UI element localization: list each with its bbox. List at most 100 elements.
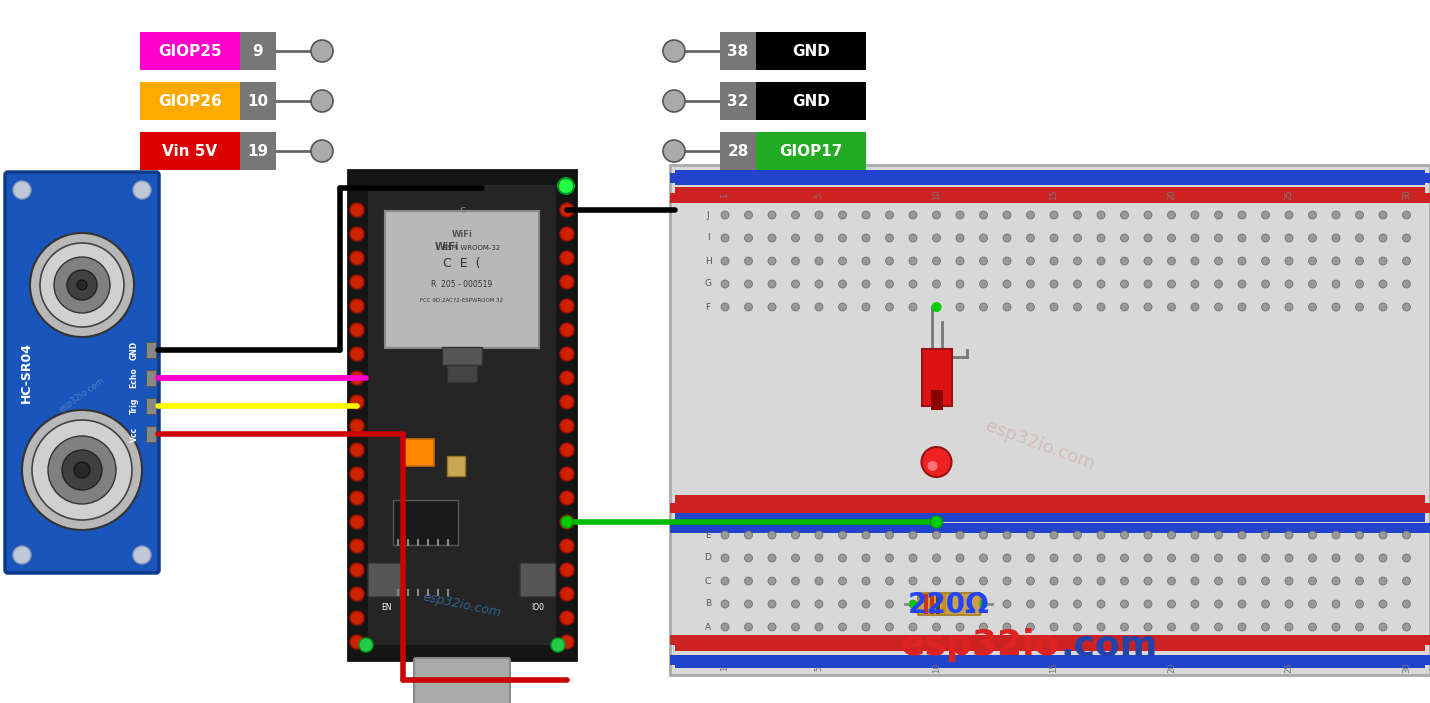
Circle shape — [1286, 257, 1293, 265]
Circle shape — [1403, 531, 1410, 539]
Text: WiFi: WiFi — [435, 242, 459, 252]
Circle shape — [1356, 554, 1363, 562]
Circle shape — [74, 462, 90, 478]
Circle shape — [1379, 303, 1387, 311]
Circle shape — [1214, 554, 1223, 562]
Circle shape — [350, 299, 365, 313]
Circle shape — [932, 303, 941, 311]
Circle shape — [359, 638, 373, 652]
Circle shape — [745, 234, 752, 242]
Text: 32: 32 — [728, 93, 749, 108]
Text: Trig: Trig — [130, 398, 139, 414]
Circle shape — [885, 234, 894, 242]
Circle shape — [1356, 211, 1363, 219]
Circle shape — [1050, 257, 1058, 265]
Circle shape — [1027, 211, 1034, 219]
Circle shape — [1050, 211, 1058, 219]
Circle shape — [1356, 577, 1363, 585]
FancyBboxPatch shape — [140, 82, 240, 120]
Circle shape — [1331, 280, 1340, 288]
Circle shape — [350, 371, 365, 385]
Circle shape — [885, 531, 894, 539]
Circle shape — [862, 303, 869, 311]
FancyBboxPatch shape — [448, 365, 478, 382]
Circle shape — [1379, 257, 1387, 265]
Text: 220Ω: 220Ω — [908, 591, 990, 619]
Circle shape — [1286, 577, 1293, 585]
Circle shape — [980, 623, 988, 631]
Circle shape — [1191, 257, 1198, 265]
FancyBboxPatch shape — [675, 495, 1426, 504]
FancyBboxPatch shape — [671, 173, 1430, 183]
Circle shape — [909, 577, 917, 585]
Circle shape — [862, 257, 869, 265]
Text: IO0: IO0 — [532, 603, 545, 612]
Circle shape — [721, 577, 729, 585]
Circle shape — [838, 211, 847, 219]
Circle shape — [957, 531, 964, 539]
Circle shape — [862, 623, 869, 631]
FancyBboxPatch shape — [942, 594, 947, 614]
Circle shape — [1144, 531, 1153, 539]
Circle shape — [1403, 211, 1410, 219]
Circle shape — [885, 623, 894, 631]
Circle shape — [838, 577, 847, 585]
Circle shape — [815, 531, 824, 539]
Circle shape — [1261, 234, 1270, 242]
FancyBboxPatch shape — [448, 456, 465, 476]
FancyBboxPatch shape — [140, 32, 240, 70]
Circle shape — [1331, 257, 1340, 265]
Circle shape — [1308, 577, 1317, 585]
Circle shape — [1261, 577, 1270, 585]
Text: B: B — [705, 600, 711, 609]
Circle shape — [1403, 303, 1410, 311]
Circle shape — [1027, 600, 1034, 608]
Circle shape — [932, 257, 941, 265]
Circle shape — [1403, 623, 1410, 631]
Circle shape — [1144, 623, 1153, 631]
Circle shape — [1286, 554, 1293, 562]
Circle shape — [350, 227, 365, 241]
FancyBboxPatch shape — [719, 82, 756, 120]
Circle shape — [561, 299, 573, 313]
Circle shape — [561, 323, 573, 337]
Circle shape — [1356, 234, 1363, 242]
FancyBboxPatch shape — [146, 370, 156, 386]
FancyBboxPatch shape — [921, 349, 951, 406]
Circle shape — [957, 554, 964, 562]
Circle shape — [1331, 554, 1340, 562]
Text: 25: 25 — [1284, 663, 1294, 673]
Circle shape — [1261, 600, 1270, 608]
Circle shape — [1261, 554, 1270, 562]
Text: 15: 15 — [1050, 663, 1058, 673]
Circle shape — [1308, 600, 1317, 608]
FancyBboxPatch shape — [675, 175, 1426, 185]
Text: 20: 20 — [1167, 663, 1175, 673]
Circle shape — [350, 419, 365, 433]
Circle shape — [1121, 280, 1128, 288]
Circle shape — [815, 211, 824, 219]
Circle shape — [1050, 623, 1058, 631]
Circle shape — [957, 280, 964, 288]
Text: HC-SR04: HC-SR04 — [20, 342, 33, 403]
Circle shape — [1167, 280, 1175, 288]
Circle shape — [885, 280, 894, 288]
Circle shape — [1167, 623, 1175, 631]
Circle shape — [768, 623, 776, 631]
Circle shape — [932, 554, 941, 562]
Circle shape — [561, 419, 573, 433]
Text: G: G — [705, 280, 712, 288]
Circle shape — [791, 600, 799, 608]
Circle shape — [791, 554, 799, 562]
FancyBboxPatch shape — [347, 170, 576, 660]
Circle shape — [1308, 211, 1317, 219]
Circle shape — [1002, 257, 1011, 265]
Circle shape — [768, 211, 776, 219]
Circle shape — [1331, 623, 1340, 631]
Text: A: A — [705, 622, 711, 631]
Circle shape — [31, 420, 132, 520]
Text: 10: 10 — [932, 190, 941, 200]
Circle shape — [1403, 234, 1410, 242]
Text: GND: GND — [130, 340, 139, 359]
Circle shape — [768, 577, 776, 585]
